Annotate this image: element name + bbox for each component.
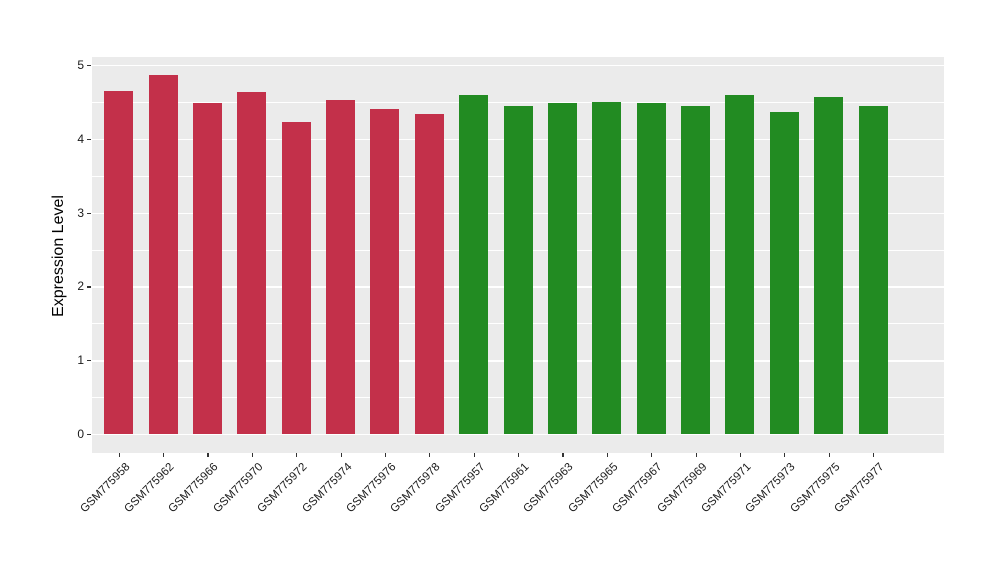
bar-GSM775969 bbox=[681, 105, 710, 434]
bar-GSM775972 bbox=[281, 121, 311, 434]
x-tick-mark bbox=[739, 453, 742, 457]
x-tick-mark bbox=[473, 453, 475, 457]
y-tick-mark bbox=[87, 65, 91, 67]
y-tick-label: 3 bbox=[77, 205, 84, 220]
gridline-minor bbox=[92, 101, 944, 103]
x-tick-mark bbox=[429, 453, 431, 457]
bar-GSM775971 bbox=[725, 95, 755, 434]
y-tick-mark bbox=[87, 434, 91, 436]
x-tick-mark bbox=[518, 453, 520, 457]
plot-panel bbox=[92, 57, 944, 453]
bar-GSM775957 bbox=[459, 95, 489, 434]
x-tick-mark bbox=[163, 453, 165, 457]
x-tick-mark bbox=[340, 453, 342, 457]
x-tick-mark bbox=[784, 453, 786, 457]
bar-GSM775962 bbox=[148, 75, 178, 434]
bar-GSM775973 bbox=[769, 112, 799, 434]
bar-GSM775970 bbox=[237, 91, 267, 434]
x-tick-mark bbox=[118, 453, 120, 457]
bar-GSM775958 bbox=[104, 90, 134, 434]
bar-GSM775976 bbox=[370, 108, 400, 434]
x-tick-mark bbox=[251, 453, 253, 457]
y-tick-label: 5 bbox=[77, 58, 84, 72]
y-tick-label: 4 bbox=[77, 131, 84, 146]
y-tick-mark bbox=[87, 212, 91, 214]
y-tick-label: 0 bbox=[77, 427, 84, 441]
bar-GSM775978 bbox=[414, 113, 444, 434]
y-tick-mark bbox=[87, 360, 91, 362]
y-tick-mark bbox=[87, 138, 91, 140]
x-tick-mark bbox=[207, 453, 209, 457]
gridline-major bbox=[92, 434, 944, 436]
x-tick-mark bbox=[384, 453, 387, 457]
y-tick-label: 2 bbox=[77, 279, 84, 294]
bar-GSM775965 bbox=[592, 101, 622, 434]
y-tick-mark bbox=[87, 286, 91, 288]
x-tick-mark bbox=[873, 453, 875, 457]
y-tick-label: 1 bbox=[77, 353, 84, 368]
x-tick-mark bbox=[695, 453, 697, 457]
x-tick-mark bbox=[562, 453, 564, 457]
y-axis-title: Expression Level bbox=[50, 195, 67, 317]
bar-GSM775967 bbox=[636, 102, 666, 434]
x-tick-mark bbox=[828, 453, 830, 457]
bar-GSM775974 bbox=[326, 100, 355, 434]
x-tick-mark bbox=[296, 453, 298, 457]
x-tick-mark bbox=[606, 453, 608, 457]
bar-GSM775977 bbox=[858, 106, 888, 434]
x-tick-mark bbox=[651, 453, 653, 457]
gridline-major bbox=[92, 65, 944, 67]
bar-GSM775966 bbox=[192, 102, 222, 434]
bar-GSM775961 bbox=[503, 105, 533, 434]
bar-GSM775975 bbox=[814, 96, 844, 434]
bar-GSM775963 bbox=[547, 103, 577, 434]
